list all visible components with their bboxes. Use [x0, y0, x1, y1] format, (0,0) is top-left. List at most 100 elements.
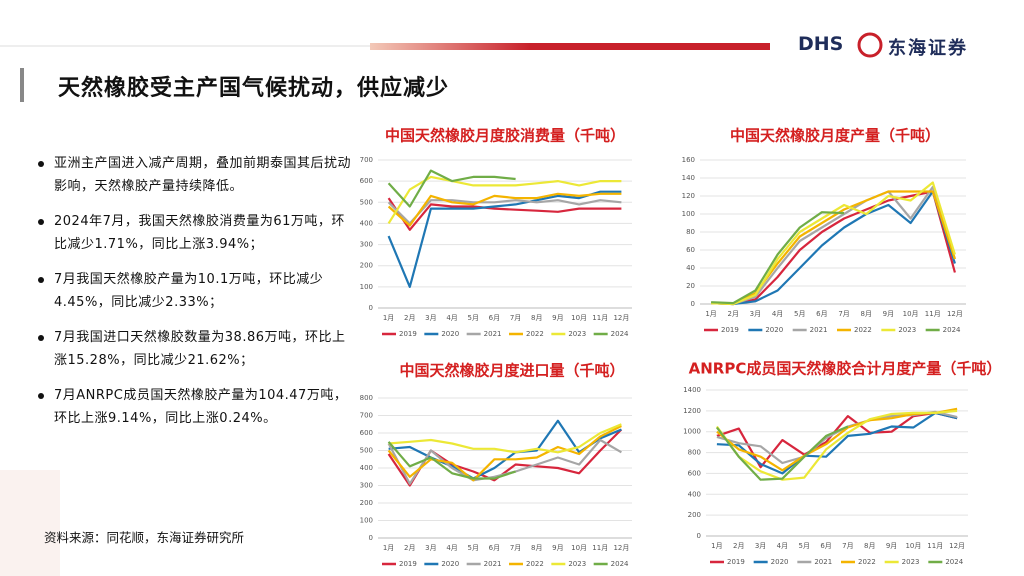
x-tick-label: 5月	[468, 544, 479, 552]
y-tick-label: 100	[360, 283, 373, 291]
series-line	[388, 423, 622, 454]
legend-label: 2023	[568, 330, 586, 338]
slide-title: 天然橡胶受主产国气候扰动，供应减少	[58, 75, 450, 101]
y-tick-label: 400	[688, 490, 701, 498]
y-tick-label: 400	[360, 464, 373, 472]
y-tick-label: 0	[369, 304, 373, 312]
series-line	[711, 211, 845, 305]
x-tick-label: 1月	[383, 544, 394, 552]
title-accent	[20, 68, 24, 102]
y-tick-label: 600	[360, 429, 373, 437]
legend-label: 2019	[399, 330, 417, 338]
x-tick-label: 11月	[925, 310, 941, 318]
chart-title: 中国天然橡胶月度胶消费量（千吨）	[385, 127, 625, 145]
x-tick-label: 5月	[799, 542, 810, 550]
y-tick-label: 800	[688, 449, 701, 457]
series-line	[716, 409, 958, 481]
x-tick-label: 4月	[446, 544, 457, 552]
x-tick-label: 1月	[705, 310, 716, 318]
y-tick-label: 1200	[683, 407, 701, 415]
y-tick-label: 700	[360, 412, 373, 420]
series-line	[387, 169, 516, 208]
x-tick-label: 2月	[404, 544, 415, 552]
legend-label: 2023	[898, 326, 916, 334]
series-line	[711, 190, 956, 306]
y-tick-label: 200	[360, 262, 373, 270]
bullet: 7月ANRPC成员国天然橡胶产量为104.47万吨，环比上涨9.14%，同比上涨…	[34, 384, 352, 430]
y-tick-label: 80	[686, 228, 695, 236]
x-tick-label: 9月	[883, 310, 894, 318]
chart-title: 中国天然橡胶月度产量（千吨）	[730, 127, 940, 145]
x-tick-label: 6月	[816, 310, 827, 318]
x-tick-label: 6月	[820, 542, 831, 550]
legend-label: 2023	[902, 558, 920, 566]
bg-decor	[0, 470, 60, 576]
y-tick-label: 300	[360, 241, 373, 249]
y-tick-label: 0	[369, 534, 373, 542]
x-tick-label: 9月	[552, 314, 563, 322]
y-tick-label: 120	[682, 192, 695, 200]
y-tick-label: 200	[360, 499, 373, 507]
y-tick-label: 200	[688, 511, 701, 519]
legend-label: 2022	[854, 326, 872, 334]
legend-label: 2023	[568, 560, 586, 568]
series-line	[387, 441, 516, 480]
y-tick-label: 500	[360, 447, 373, 455]
x-tick-label: 11月	[592, 314, 608, 322]
x-tick-label: 5月	[794, 310, 805, 318]
x-tick-label: 8月	[861, 310, 872, 318]
y-tick-label: 0	[691, 300, 695, 308]
legend-label: 2021	[814, 558, 832, 566]
x-tick-label: 4月	[446, 314, 457, 322]
logo-mark: DHS	[798, 33, 844, 55]
legend-label: 2021	[810, 326, 828, 334]
bullet-list: 亚洲主产国进入减产周期，叠加前期泰国其后扰动影响，天然橡胶产量持续降低。 2024…	[34, 152, 352, 442]
legend-label: 2021	[484, 560, 502, 568]
x-tick-label: 8月	[531, 544, 542, 552]
x-tick-label: 10月	[571, 314, 587, 322]
x-tick-label: 1月	[383, 314, 394, 322]
series-line	[711, 185, 956, 306]
y-tick-label: 0	[697, 532, 701, 540]
x-tick-label: 6月	[489, 544, 500, 552]
legend-label: 2022	[526, 330, 544, 338]
y-tick-label: 1000	[683, 428, 701, 436]
series-line	[387, 197, 622, 231]
y-tick-label: 700	[360, 156, 373, 164]
series-line	[387, 192, 622, 227]
y-tick-label: 100	[360, 517, 373, 525]
series-line	[387, 190, 622, 288]
x-tick-label: 7月	[510, 314, 521, 322]
legend-label: 2019	[727, 558, 745, 566]
x-tick-label: 6月	[489, 314, 500, 322]
series-line	[711, 190, 956, 306]
x-tick-label: 10月	[905, 542, 921, 550]
header-bar	[370, 43, 770, 50]
bullet: 7月我国进口天然橡胶数量为38.86万吨，环比上涨15.28%，同比减少21.6…	[34, 326, 352, 372]
y-tick-label: 140	[682, 174, 695, 182]
chart-title: ANRPC成员国天然橡胶合计月度产量（千吨）	[689, 360, 1002, 378]
legend-label: 2024	[611, 330, 629, 338]
legend-label: 2022	[858, 558, 876, 566]
x-tick-label: 12月	[613, 544, 629, 552]
x-tick-label: 7月	[842, 542, 853, 550]
x-tick-label: 2月	[404, 314, 415, 322]
y-tick-label: 800	[360, 394, 373, 402]
x-tick-label: 7月	[838, 310, 849, 318]
x-tick-label: 10月	[571, 544, 587, 552]
x-tick-label: 12月	[947, 310, 963, 318]
legend-label: 2024	[943, 326, 961, 334]
series-line	[711, 190, 956, 306]
x-tick-label: 2月	[733, 542, 744, 550]
x-tick-label: 11月	[592, 544, 608, 552]
x-tick-label: 7月	[510, 544, 521, 552]
y-tick-label: 1400	[683, 386, 701, 394]
y-tick-label: 400	[360, 219, 373, 227]
y-tick-label: 600	[688, 469, 701, 477]
x-tick-label: 8月	[531, 314, 542, 322]
logo-name: 东海证券	[888, 38, 968, 59]
y-tick-label: 600	[360, 177, 373, 185]
x-tick-label: 3月	[425, 544, 436, 552]
